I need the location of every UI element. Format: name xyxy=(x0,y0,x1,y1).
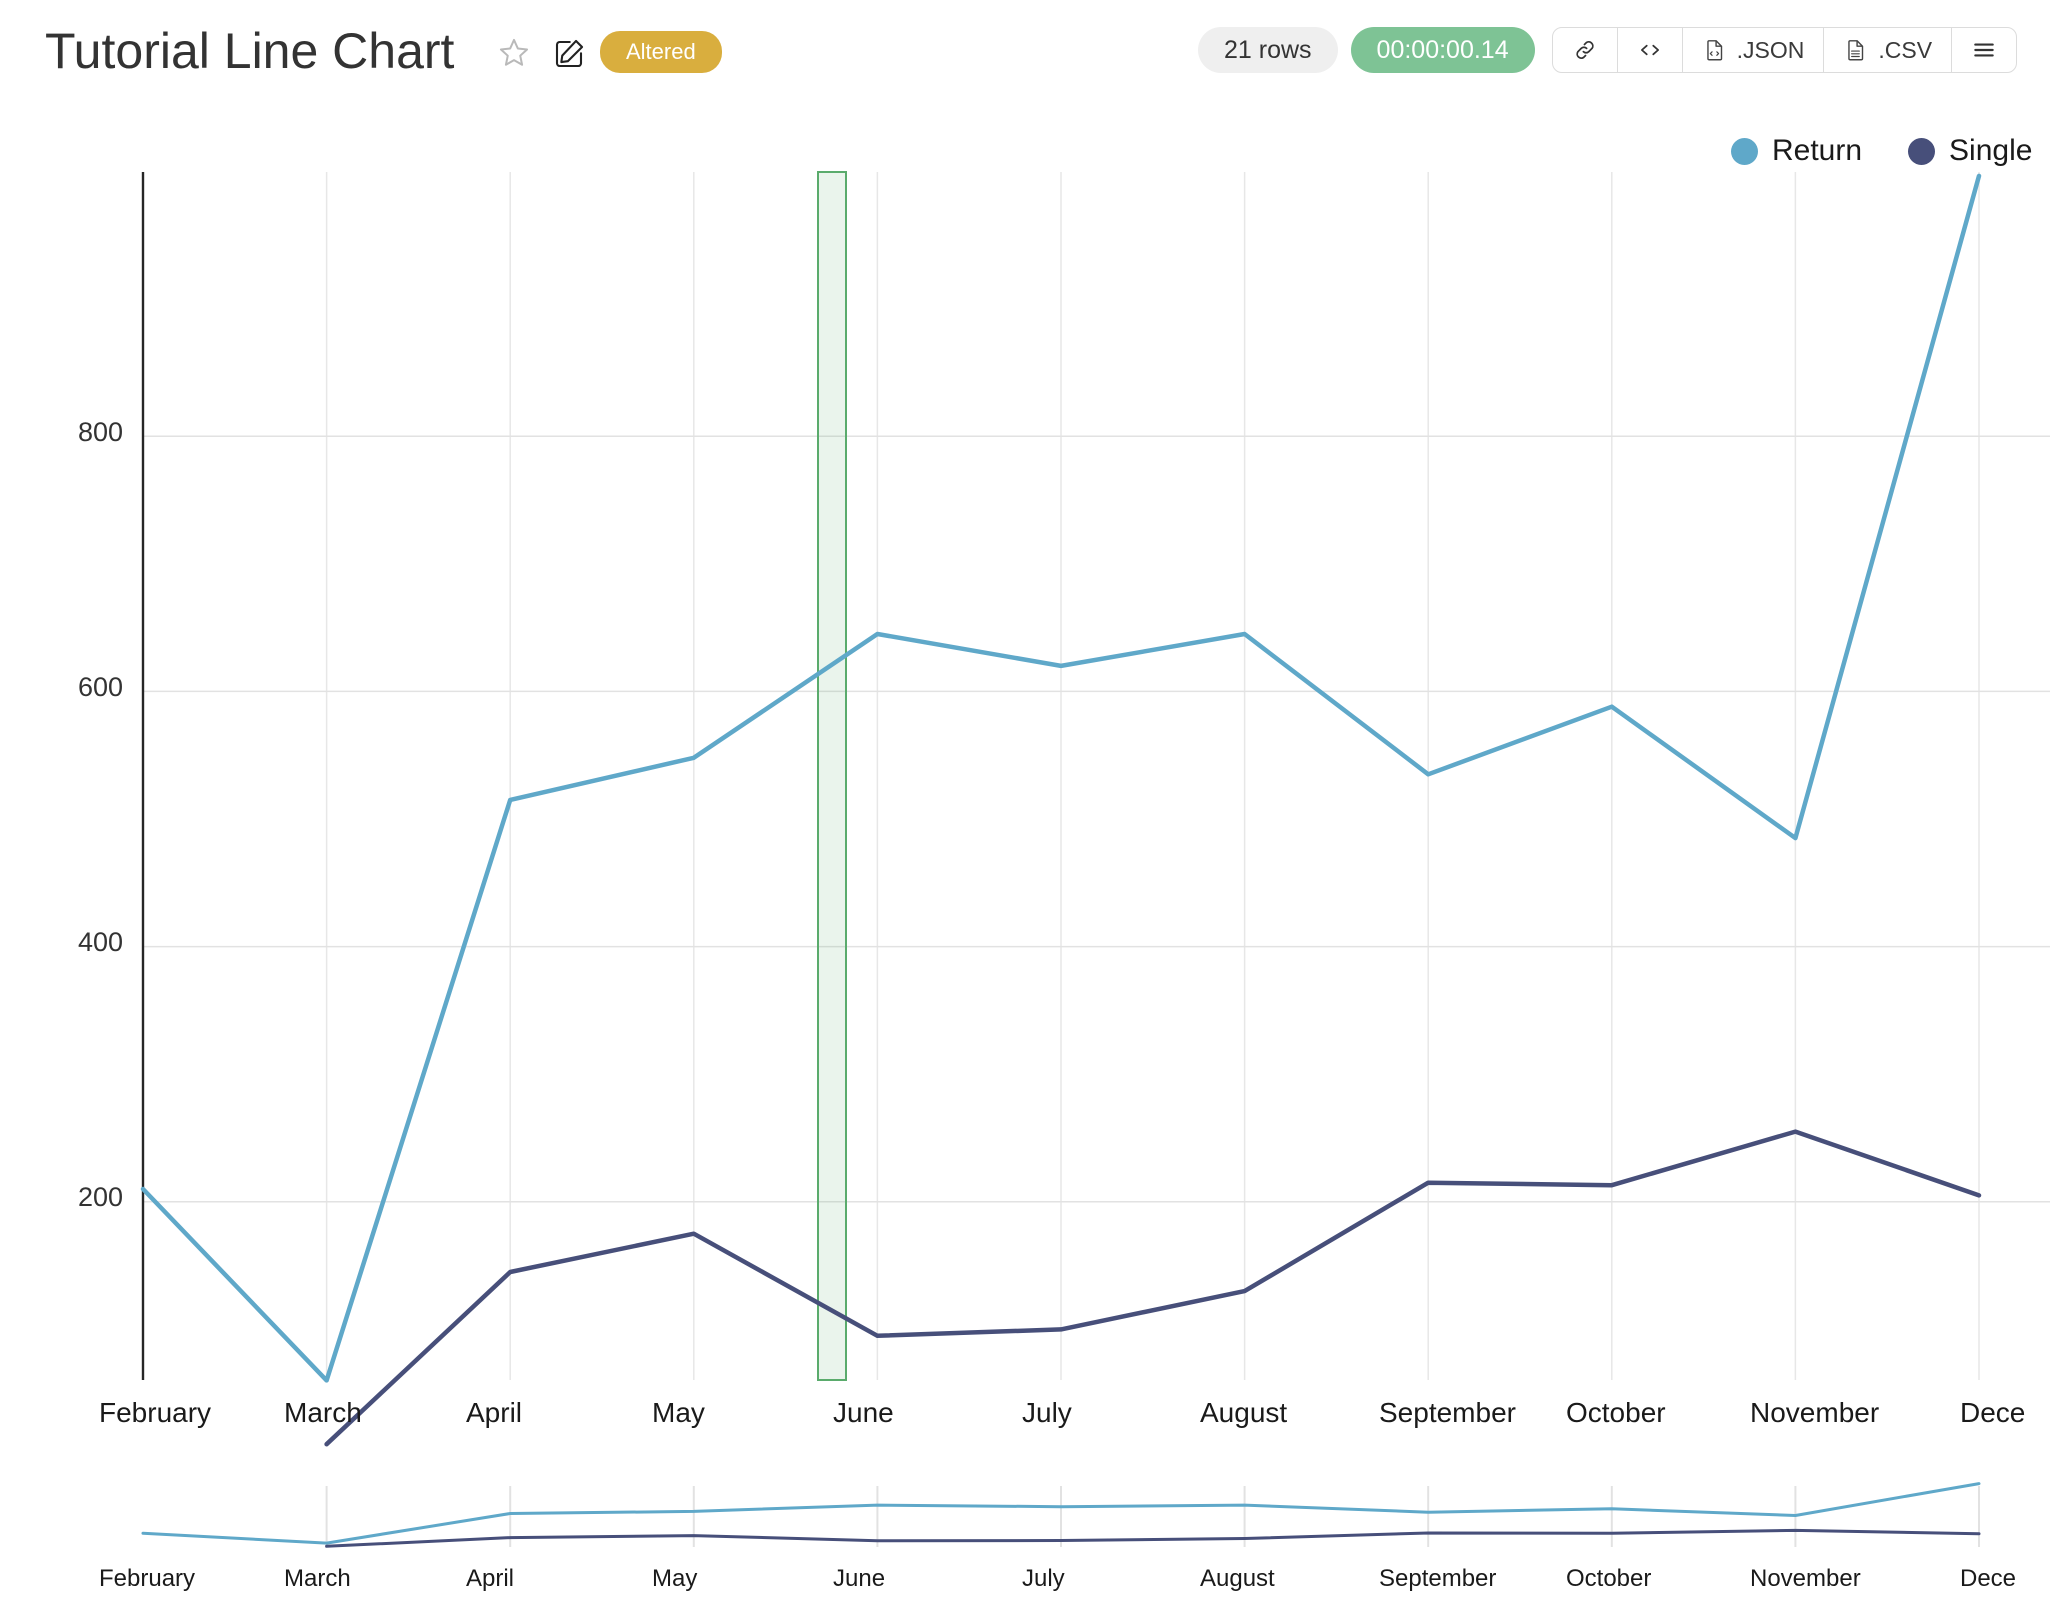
svg-text:September: September xyxy=(1379,1565,1496,1592)
svg-text:February: February xyxy=(99,1397,211,1428)
svg-text:March: March xyxy=(284,1397,362,1428)
svg-text:Dece: Dece xyxy=(1960,1397,2025,1428)
svg-text:200: 200 xyxy=(78,1182,123,1212)
svg-text:March: March xyxy=(284,1565,351,1592)
svg-text:April: April xyxy=(466,1397,522,1428)
svg-text:October: October xyxy=(1566,1565,1651,1592)
svg-text:August: August xyxy=(1200,1397,1287,1428)
svg-text:June: June xyxy=(833,1397,894,1428)
svg-text:September: September xyxy=(1379,1397,1516,1428)
svg-text:May: May xyxy=(652,1565,697,1592)
svg-text:July: July xyxy=(1022,1565,1065,1592)
svg-text:400: 400 xyxy=(78,927,123,957)
svg-text:June: June xyxy=(833,1565,885,1592)
svg-text:May: May xyxy=(652,1397,705,1428)
svg-text:Dece: Dece xyxy=(1960,1565,2016,1592)
svg-text:February: February xyxy=(99,1565,195,1592)
svg-text:April: April xyxy=(466,1565,514,1592)
svg-text:August: August xyxy=(1200,1565,1275,1592)
svg-text:October: October xyxy=(1566,1397,1666,1428)
svg-text:November: November xyxy=(1750,1565,1861,1592)
svg-text:July: July xyxy=(1022,1397,1072,1428)
svg-text:November: November xyxy=(1750,1397,1879,1428)
svg-text:600: 600 xyxy=(78,672,123,702)
svg-text:800: 800 xyxy=(78,417,123,447)
